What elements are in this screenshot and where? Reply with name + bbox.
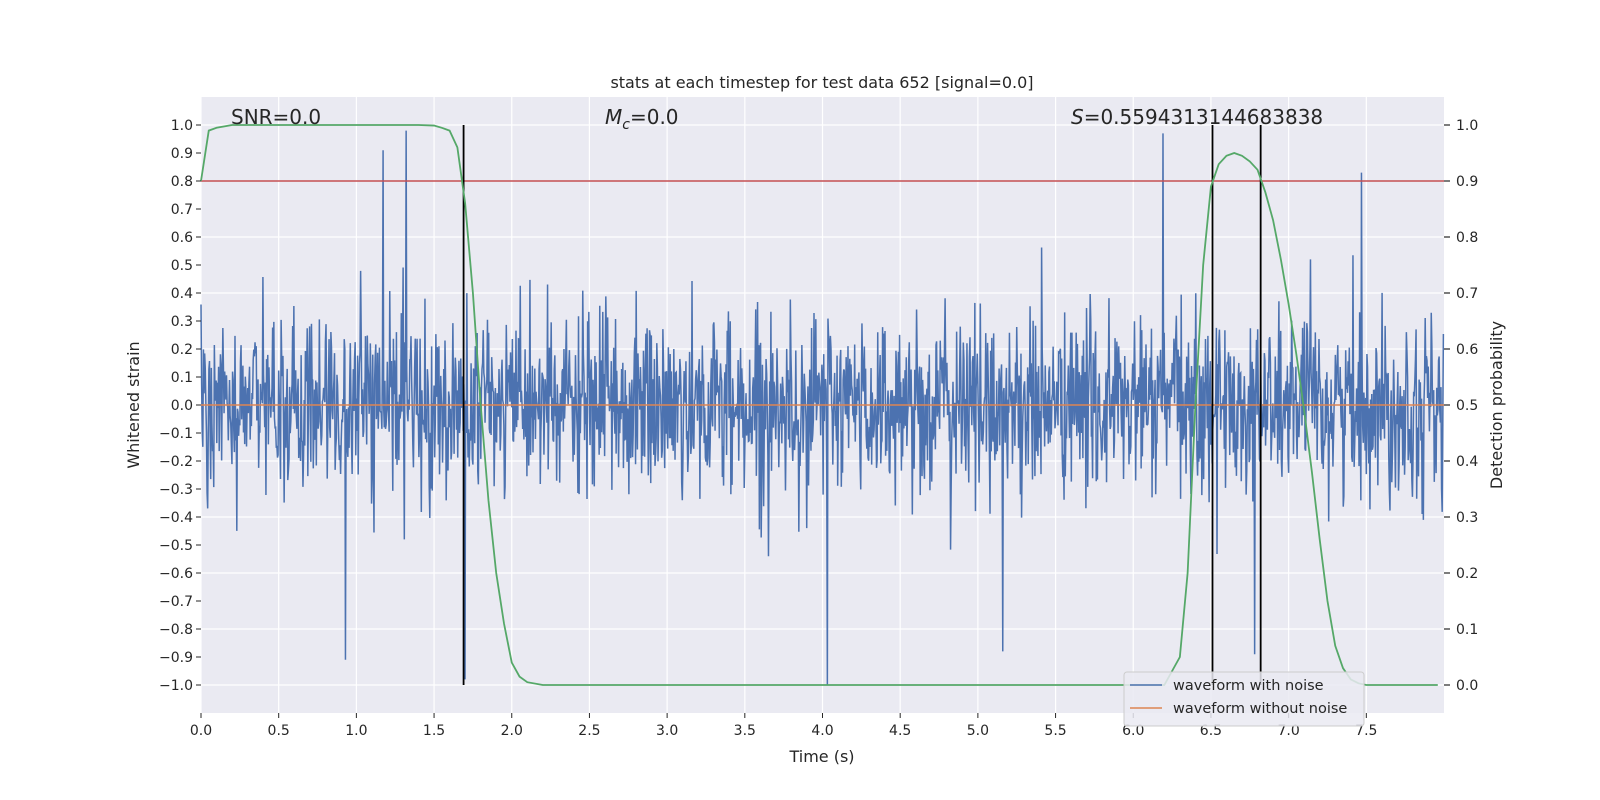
legend-box [1123,671,1365,727]
score-value: =0.5594313144683838 [1084,105,1323,129]
chirp-mass-symbol: M [605,105,622,129]
x-tick-label: 0.0 [190,723,212,739]
right-y-axis-label: Detection probability [1487,321,1506,489]
left-y-tick-label: −0.9 [159,650,193,666]
x-tick-label: 5.5 [1044,723,1066,739]
snr-annotation: SNR=0.0 [231,105,321,129]
x-tick-label: 4.5 [889,723,911,739]
x-tick-label: 3.0 [656,723,678,739]
right-y-tick-label: 0.8 [1456,230,1478,246]
right-y-tick-label: 0.6 [1456,342,1478,358]
score-annotation: S=0.5594313144683838 [1071,105,1323,129]
left-y-tick-label: −1.0 [159,678,193,694]
x-tick-label: 0.5 [268,723,290,739]
x-tick-label: 6.5 [1200,723,1222,739]
right-y-tick-label: 0.1 [1456,622,1478,638]
chirp-mass-subscript: c [622,117,630,133]
left-y-axis-label: Whitened strain [124,341,143,468]
x-axis-label: Time (s) [788,747,854,766]
right-y-tick-label: 0.0 [1456,678,1478,694]
x-tick-label: 7.0 [1277,723,1299,739]
x-tick-label: 7.5 [1355,723,1377,739]
left-y-tick-label: −0.6 [159,566,193,582]
x-tick-label: 2.0 [501,723,523,739]
right-y-tick-label: 0.3 [1456,510,1478,526]
x-tick-label: 1.5 [423,723,445,739]
x-tick-label: 6.0 [1122,723,1144,739]
left-y-tick-label: −0.8 [159,622,193,638]
left-y-tick-label: 0.8 [171,174,193,190]
left-y-tick-label: 0.7 [171,202,193,218]
score-symbol: S [1071,105,1084,129]
left-y-tick-label: 0.5 [171,258,193,274]
chirp-mass-value: =0.0 [630,105,679,129]
chart-title: stats at each timestep for test data 652… [610,73,1033,92]
legend: waveform with noise waveform without noi… [1123,671,1365,727]
left-y-tick-label: −0.3 [159,482,193,498]
right-y-tick-label: 0.7 [1456,286,1478,302]
left-y-tick-label: −0.4 [159,510,193,526]
left-y-tick-label: −0.2 [159,454,193,470]
right-y-axis-ticks: 0.0 0.1 0.2 0.3 0.4 0.5 0.6 0.7 0.8 0.9 1.0 [1444,118,1478,694]
left-y-tick-label: −0.1 [159,426,193,442]
legend-label-without-noise: waveform without noise [1173,701,1347,717]
left-y-axis-ticks: −1.0 −0.9 −0.8 −0.7 −0.6 −0.5 −0.4 −0.3 −0.2 −0.1… [159,118,201,694]
left-y-tick-label: 0.1 [171,370,193,386]
x-tick-label: 3.5 [734,723,756,739]
chirp-mass-annotation: Mc=0.0 [605,105,679,133]
right-y-tick-label: 1.0 [1456,118,1478,134]
left-y-tick-label: −0.7 [159,594,193,610]
x-tick-label: 2.5 [578,723,600,739]
left-y-tick-label: 0.2 [171,342,193,358]
left-y-tick-label: 0.9 [171,146,193,162]
waveform-with-noise [200,130,1445,686]
left-y-tick-label: 0.6 [171,230,193,246]
legend-label-with-noise: waveform with noise [1173,678,1324,694]
left-y-tick-label: −0.5 [159,538,193,554]
x-tick-label: 4.0 [811,723,833,739]
x-tick-label: 1.0 [345,723,367,739]
right-y-tick-label: 0.2 [1456,566,1478,582]
x-tick-label: 5.0 [967,723,989,739]
left-y-tick-label: 0.0 [171,398,193,414]
left-y-tick-label: 1.0 [171,118,193,134]
left-y-tick-label: 0.4 [171,286,193,302]
x-axis-ticks: 0.0 0.5 1.0 1.5 2.0 2.5 3.0 3.5 4.0 4.5 5.0 5.5 6.0 6… [190,713,1377,739]
right-y-tick-label: 0.5 [1456,398,1478,414]
right-y-tick-label: 0.9 [1456,174,1478,190]
series-waveform-with-noise [200,130,1445,686]
right-y-tick-label: 0.4 [1456,454,1478,470]
left-y-tick-label: 0.3 [171,314,193,330]
